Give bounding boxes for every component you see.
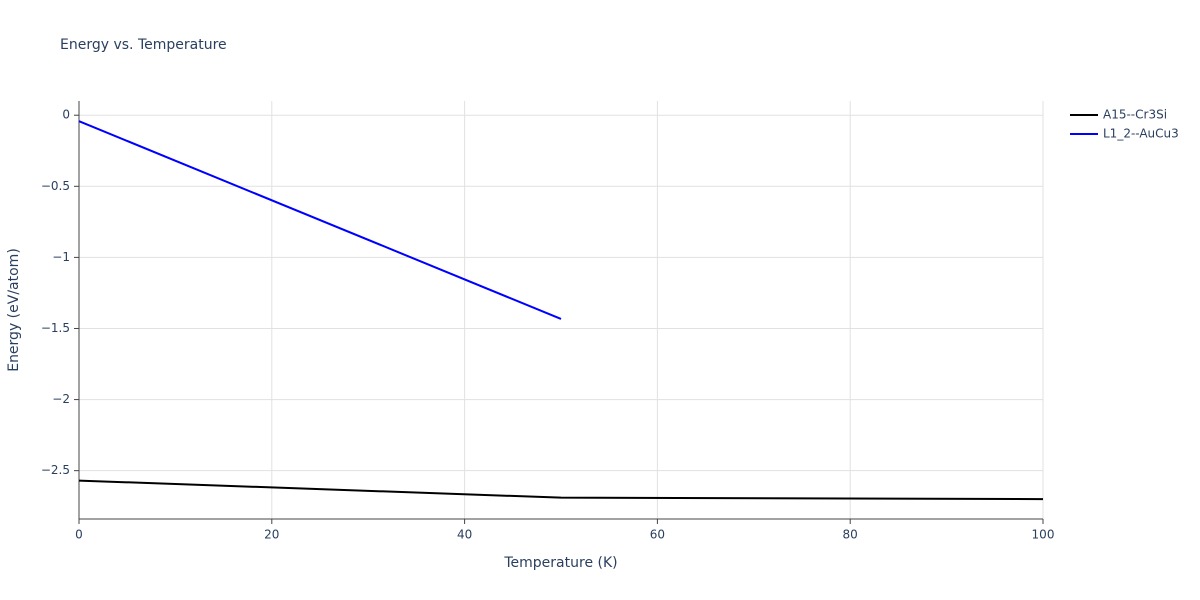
x-tick-label: 100 xyxy=(1032,528,1055,542)
y-tick-label: −2 xyxy=(52,392,70,406)
x-tick-label: 40 xyxy=(457,528,472,542)
x-tick-label: 60 xyxy=(650,528,665,542)
y-tick-label: −1.5 xyxy=(41,321,70,335)
x-axis-title: Temperature (K) xyxy=(503,555,617,571)
x-tick-label: 80 xyxy=(843,528,858,542)
x-tick-label: 0 xyxy=(75,528,83,542)
legend-label: A15--Cr3Si xyxy=(1103,108,1167,122)
legend-label: L1_2--AuCu3 xyxy=(1103,127,1179,141)
series-line xyxy=(78,120,562,320)
y-tick-label: −1 xyxy=(52,250,70,264)
chart-title: Energy vs. Temperature xyxy=(60,37,227,53)
x-tick-label: 20 xyxy=(264,528,279,542)
series-line xyxy=(78,479,1044,501)
y-tick-label: −2.5 xyxy=(41,463,70,477)
y-axis-title: Energy (eV/atom) xyxy=(6,248,22,372)
y-tick-label: −0.5 xyxy=(41,179,70,193)
y-tick-label: 0 xyxy=(62,108,70,122)
